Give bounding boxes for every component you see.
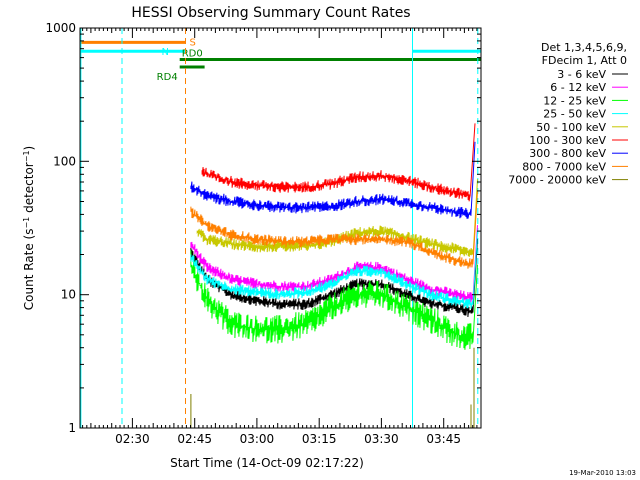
legend-entry-label-3: 25 - 50 keV xyxy=(543,108,606,121)
series-800-7000-kev xyxy=(190,191,478,269)
timestamp: 19-Mar-2010 13:03 xyxy=(569,469,636,477)
x-tick-label-4: 03:30 xyxy=(364,432,399,446)
flag-label-rd4: RD4 xyxy=(157,72,178,83)
y-tick-label-1: 10 xyxy=(61,288,76,302)
chart-title: HESSI Observing Summary Count Rates xyxy=(131,5,410,21)
x-tick-label-1: 02:45 xyxy=(177,432,212,446)
series-50-100-kev xyxy=(196,179,478,257)
attenuator-markers xyxy=(80,28,479,428)
y-tick-label-0: 1 xyxy=(68,421,76,435)
x-tick-label-3: 03:15 xyxy=(302,432,337,446)
legend-entry-label-8: 7000 - 20000 keV xyxy=(508,174,606,187)
series-7000-20000-kev xyxy=(190,347,475,428)
series-12-25-kev xyxy=(190,250,478,350)
legend-entry-label-2: 12 - 25 keV xyxy=(543,94,606,107)
series-300-800-kev xyxy=(190,141,476,219)
legend-entry-label-7: 800 - 7000 keV xyxy=(522,160,606,173)
x-tick-label-5: 03:45 xyxy=(426,432,461,446)
flag-label-n: N xyxy=(162,47,169,58)
x-axis-label: Start Time (14-Oct-09 02:17:22) xyxy=(170,456,364,470)
series-lines xyxy=(190,123,478,428)
y-tick-label-2: 100 xyxy=(53,154,76,168)
x-tick-label-0: 02:30 xyxy=(115,432,150,446)
axes: 02:30 02:45 03:00 03:15 03:30 03:45 1 10 100 1000 xyxy=(45,21,482,446)
legend-entry-label-4: 50 - 100 keV xyxy=(536,121,606,134)
flag-label-s: S xyxy=(190,37,196,48)
legend-header-line-1: Det 1,3,4,5,6,9, xyxy=(541,41,627,54)
x-tick-label-2: 03:00 xyxy=(240,432,275,446)
legend-header-line-2: FDecim 1, Att 0 xyxy=(542,54,627,67)
series-100-300-kev xyxy=(201,123,476,202)
legend-entry-label-0: 3 - 6 keV xyxy=(557,68,606,81)
legend-entry-label-6: 300 - 800 keV xyxy=(529,147,606,160)
legend-entry-label-1: 6 - 12 keV xyxy=(550,81,606,94)
legend-entry-label-5: 100 - 300 keV xyxy=(529,134,606,147)
flag-bars: S N RD4 RD0 xyxy=(80,37,481,83)
y-tick-label-3: 1000 xyxy=(45,21,76,35)
plot-frame xyxy=(79,27,482,429)
y-axis-label: Count Rate (s−1 detector−1) xyxy=(22,146,36,310)
flag-label-rd0: RD0 xyxy=(182,49,203,60)
series-25-50-kev xyxy=(190,231,478,309)
